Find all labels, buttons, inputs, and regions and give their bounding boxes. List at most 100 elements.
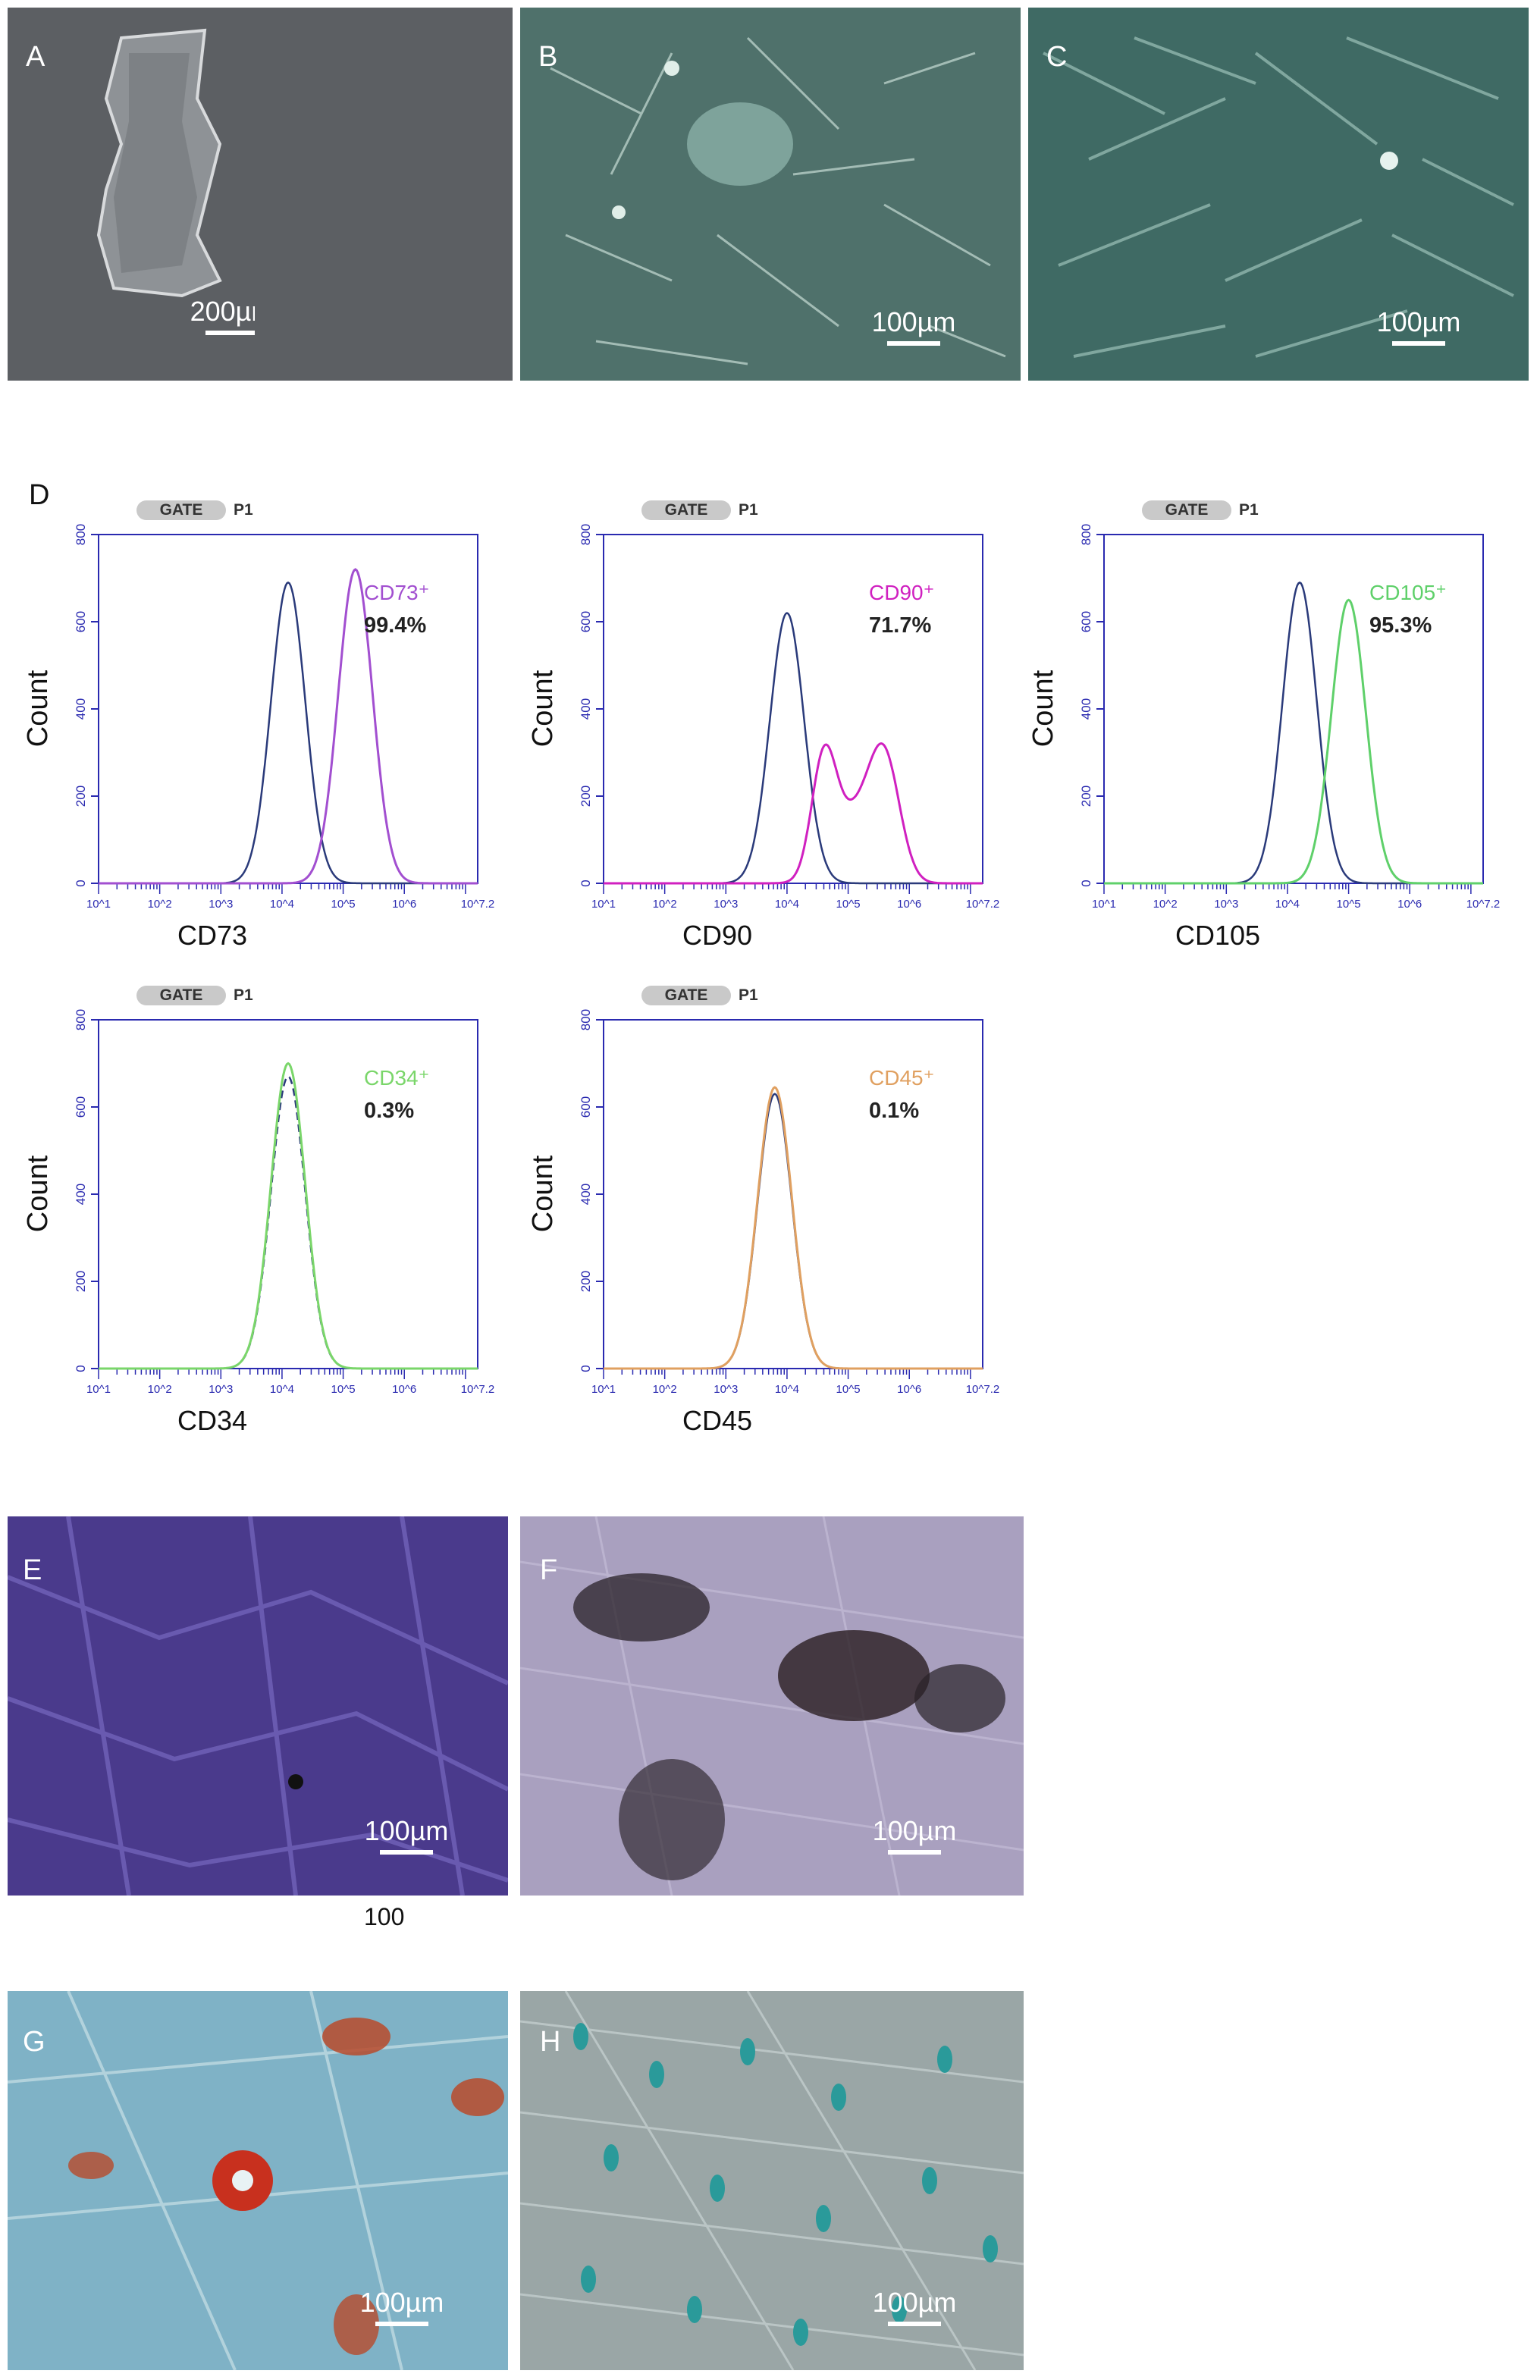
gate-pill: GATE <box>136 500 226 520</box>
fibroblast-image <box>1043 36 1514 358</box>
x-tick-label: 10^7.2 <box>966 1383 1000 1396</box>
x-axis-label: CD73 <box>177 920 248 951</box>
y-tick-label: 600 <box>74 1096 88 1118</box>
x-tick-label: 10^7.2 <box>1466 898 1501 911</box>
marker-histogram-line <box>604 742 983 885</box>
x-tick-label: 10^7.2 <box>966 898 1000 911</box>
y-tick-label: 400 <box>579 698 593 720</box>
x-tick-label: 10^1 <box>86 898 111 911</box>
y-tick-label: 800 <box>1079 524 1093 545</box>
x-tick-label: 10^2 <box>653 1383 677 1396</box>
x-axis-label: CD34 <box>177 1405 248 1436</box>
gate-id: P1 <box>234 501 253 519</box>
scale-line <box>1392 341 1445 346</box>
x-tick-label: 10^2 <box>653 898 677 911</box>
panel-label-e: E <box>23 1554 42 1586</box>
y-axis-label: Count <box>527 1155 560 1233</box>
x-tick-label: 10^5 <box>1337 898 1361 911</box>
panel-label-b: B <box>538 41 558 73</box>
histogram-cd45: GATE P1 0 200 400 600 800 10^1 10^2 10^3 10^4 10^5 1… <box>527 986 1021 1448</box>
scale-text: 100µm <box>872 1815 957 1846</box>
x-tick-label: 10^6 <box>897 898 921 911</box>
y-tick-label: 400 <box>74 1184 88 1205</box>
gate-pill: GATE <box>1142 500 1231 520</box>
histogram-cd105: GATE P1 0 200 400 600 800 10^1 10^2 10^3 10^4 10^5 1… <box>1027 500 1521 963</box>
panel-label-c: C <box>1046 41 1068 73</box>
scale-bar-c: 100µm <box>1369 306 1468 346</box>
x-tick-label: 10^6 <box>1397 898 1422 911</box>
marker-histogram-line <box>99 568 478 885</box>
x-tick-label: 10^2 <box>1153 898 1178 911</box>
x-tick-label: 10^4 <box>775 1383 799 1396</box>
histogram-plot: 0 200 400 600 800 10^1 10^2 10^3 10^4 10^5 10^6 10^… <box>1079 524 1501 911</box>
x-tick-label: 10^1 <box>591 1383 616 1396</box>
y-tick-label: 800 <box>579 1009 593 1030</box>
histogram-cd34: GATE P1 0 200 400 600 800 10^1 10^2 10^3 10^4 10^5 1… <box>22 986 516 1448</box>
y-tick-label: 400 <box>579 1184 593 1205</box>
glycosaminoglycan-stain-image <box>520 1991 1024 2370</box>
panel-label-f: F <box>540 1554 558 1586</box>
marker-label: CD45⁺ <box>869 1066 935 1090</box>
panel-label-d: D <box>29 479 50 511</box>
gate-id: P1 <box>234 986 253 1004</box>
x-tick-label: 10^6 <box>897 1383 921 1396</box>
y-tick-label: 0 <box>74 1365 88 1372</box>
x-tick-label: 10^7.2 <box>461 1383 495 1396</box>
panel-label-g: G <box>23 2026 45 2058</box>
y-tick-label: 600 <box>1079 611 1093 632</box>
x-tick-label: 10^5 <box>331 898 356 911</box>
histogram-cd90: GATE P1 0 200 400 600 800 10^1 10^2 10^3 10^4 10^5 1… <box>527 500 1021 963</box>
micrograph-f: F 100µm <box>520 1516 1024 1896</box>
y-tick-label: 0 <box>1079 880 1093 886</box>
histogram-plot: 0 200 400 600 800 10^1 10^2 10^3 10^4 10^5 10^6 10^… <box>579 1009 1000 1396</box>
histogram-cd73: GATE P1 0 200 400 600 800 10^1 10^2 10^3 10^4 10^5 1… <box>22 500 516 963</box>
y-tick-label: 600 <box>579 1096 593 1118</box>
gate-pill: GATE <box>136 986 226 1005</box>
positive-percent: 0.1% <box>869 1099 920 1123</box>
scale-text: 200µm <box>190 296 255 327</box>
scale-bar-h: 100µm <box>861 2287 968 2326</box>
y-tick-label: 800 <box>579 524 593 545</box>
micrograph-g: G 100µm <box>8 1991 508 2370</box>
positive-percent: 0.3% <box>364 1099 415 1123</box>
panel-label-h: H <box>540 2026 561 2058</box>
scale-bar-f: 100µm <box>861 1815 968 1855</box>
scale-bar-e: 100µm <box>353 1815 459 1855</box>
micrograph-c: C 100µm <box>1028 8 1529 381</box>
scale-text: 100µm <box>871 306 956 337</box>
micrograph-b: B 100µm <box>520 8 1021 381</box>
y-tick-label: 200 <box>1079 785 1093 807</box>
scale-text: 100µm <box>359 2287 444 2318</box>
positive-percent: 71.7% <box>869 613 932 638</box>
gate-id: P1 <box>739 501 758 519</box>
x-tick-label: 10^1 <box>1092 898 1116 911</box>
isotype-histogram-line <box>99 1075 478 1370</box>
gate-pill: GATE <box>641 500 731 520</box>
x-tick-label: 10^5 <box>331 1383 356 1396</box>
x-tick-label: 10^3 <box>209 898 233 911</box>
x-tick-label: 10^1 <box>591 898 616 911</box>
scale-bar-g: 100µm <box>349 2287 455 2326</box>
y-tick-label: 0 <box>579 880 593 886</box>
mineral-deposits-image <box>520 1516 1024 1896</box>
y-tick-label: 0 <box>74 880 88 886</box>
panel-label-a: A <box>26 41 45 73</box>
scale-text: 100µm <box>1376 306 1461 337</box>
y-tick-label: 800 <box>74 1009 88 1030</box>
x-tick-label: 10^3 <box>209 1383 233 1396</box>
marker-histogram-line <box>1104 598 1483 885</box>
y-axis-label: Count <box>527 669 560 748</box>
x-tick-label: 10^4 <box>270 1383 294 1396</box>
y-tick-label: 200 <box>579 785 593 807</box>
x-tick-label: 10^4 <box>1275 898 1300 911</box>
isotype-histogram-line <box>604 1093 983 1370</box>
y-tick-label: 200 <box>74 1271 88 1292</box>
x-tick-label: 10^5 <box>836 898 861 911</box>
y-tick-label: 400 <box>74 698 88 720</box>
y-tick-label: 0 <box>579 1365 593 1372</box>
gate-id: P1 <box>1239 501 1259 519</box>
y-tick-label: 200 <box>74 785 88 807</box>
x-tick-label: 10^4 <box>775 898 799 911</box>
x-tick-label: 10^5 <box>836 1383 861 1396</box>
marker-label: CD73⁺ <box>364 581 430 604</box>
